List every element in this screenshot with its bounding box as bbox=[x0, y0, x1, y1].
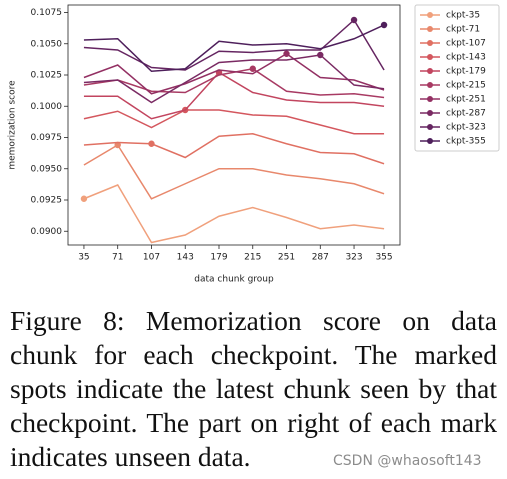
x-tick-label: 355 bbox=[375, 253, 392, 263]
legend-marker bbox=[427, 12, 433, 18]
chunk-marker bbox=[148, 140, 155, 147]
plot-frame bbox=[67, 4, 401, 246]
legend-label: ckpt-215 bbox=[446, 81, 486, 91]
x-tick-label: 287 bbox=[312, 253, 329, 263]
legend-label: ckpt-143 bbox=[446, 53, 486, 63]
watermark: CSDN @whaosoft143 bbox=[333, 453, 482, 469]
legend-label: ckpt-251 bbox=[446, 95, 486, 105]
x-tick-label: 143 bbox=[177, 253, 194, 263]
series-line bbox=[83, 109, 385, 135]
legend-marker bbox=[427, 82, 433, 88]
y-tick-label: 0.1000 bbox=[31, 102, 63, 112]
legend-marker bbox=[427, 26, 433, 32]
legend-label: ckpt-35 bbox=[446, 11, 480, 21]
legend-marker bbox=[427, 138, 433, 144]
y-tick-label: 0.0925 bbox=[31, 196, 63, 206]
y-tick-label: 0.0950 bbox=[31, 164, 63, 174]
chunk-marker bbox=[80, 195, 88, 202]
legend-label: ckpt-323 bbox=[446, 123, 486, 133]
legend-marker bbox=[427, 96, 433, 102]
y-tick-label: 0.1050 bbox=[31, 39, 63, 49]
legend-label: ckpt-71 bbox=[446, 25, 480, 35]
legend-label: ckpt-179 bbox=[446, 67, 486, 77]
series-line bbox=[83, 54, 385, 104]
x-tick-label: 71 bbox=[112, 253, 123, 263]
figure-caption: Figure 8: Memorization score on data chu… bbox=[10, 305, 497, 472]
x-tick-label: 323 bbox=[345, 253, 362, 263]
x-tick-label: 215 bbox=[244, 253, 261, 263]
x-tick-label: 251 bbox=[278, 253, 295, 263]
series-line bbox=[83, 52, 385, 95]
legend-marker bbox=[427, 110, 433, 116]
legend-box bbox=[414, 4, 500, 152]
y-tick-label: 0.1075 bbox=[31, 8, 63, 18]
legend-label: ckpt-355 bbox=[446, 137, 486, 147]
x-tick-label: 107 bbox=[143, 253, 160, 263]
series-line bbox=[83, 132, 385, 165]
legend-marker bbox=[427, 54, 433, 60]
chunk-marker bbox=[249, 65, 256, 72]
y-tick-label: 0.0900 bbox=[31, 227, 63, 237]
series-line bbox=[83, 143, 385, 200]
chunk-marker bbox=[317, 51, 324, 59]
legend-label: ckpt-107 bbox=[446, 39, 486, 49]
x-tick-label: 179 bbox=[210, 253, 227, 263]
y-axis-label: memorization score bbox=[8, 80, 18, 170]
series-line bbox=[83, 67, 385, 99]
legend-label: ckpt-287 bbox=[446, 109, 486, 119]
x-tick-label: 35 bbox=[78, 253, 89, 263]
y-tick-label: 0.0975 bbox=[31, 133, 63, 143]
chunk-marker bbox=[114, 141, 121, 149]
legend-marker bbox=[427, 124, 433, 130]
series-line bbox=[83, 71, 385, 120]
chart: data chunk group memorization score 0.09… bbox=[8, 4, 500, 285]
series-line bbox=[83, 184, 385, 244]
y-tick-label: 0.1025 bbox=[31, 71, 63, 81]
x-axis-label: data chunk group bbox=[194, 275, 274, 285]
legend-marker bbox=[427, 68, 433, 74]
chunk-marker bbox=[350, 16, 358, 24]
chunk-marker bbox=[283, 50, 290, 57]
chunk-marker bbox=[380, 21, 388, 29]
series-line bbox=[83, 18, 385, 71]
legend-marker bbox=[427, 40, 433, 46]
series-line bbox=[83, 24, 385, 73]
